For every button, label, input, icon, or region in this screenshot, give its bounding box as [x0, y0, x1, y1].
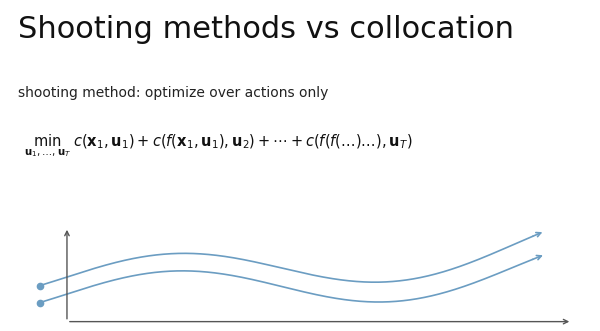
Text: Shooting methods vs collocation: Shooting methods vs collocation [18, 15, 514, 44]
Text: $\underset{\mathbf{u}_1,\ldots,\mathbf{u}_T}{\min}\; c(\mathbf{x}_1, \mathbf{u}_: $\underset{\mathbf{u}_1,\ldots,\mathbf{u… [24, 132, 412, 159]
Text: shooting method: optimize over actions only: shooting method: optimize over actions o… [18, 86, 328, 100]
